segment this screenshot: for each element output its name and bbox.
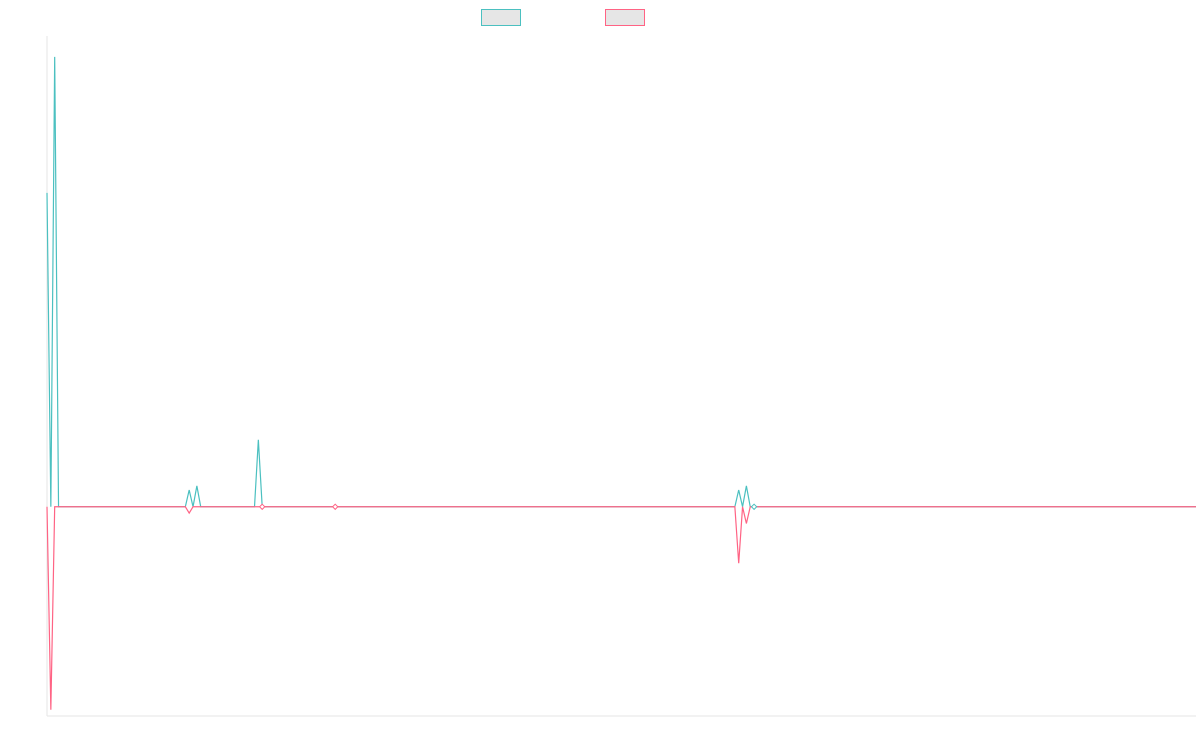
legend-swatch <box>605 9 645 26</box>
legend-swatch <box>481 9 521 26</box>
data-point-marker <box>258 503 266 511</box>
data-point-marker <box>331 503 339 511</box>
legend-item-1[interactable] <box>481 9 521 26</box>
legend-item-2[interactable] <box>605 9 645 26</box>
series-line-1 <box>46 56 1196 508</box>
data-point-marker <box>750 503 758 511</box>
legend[interactable] <box>481 9 645 26</box>
markers-layer <box>258 503 758 511</box>
axes <box>46 36 1196 717</box>
series-layer <box>46 56 1196 710</box>
series-line-2 <box>46 506 1196 710</box>
